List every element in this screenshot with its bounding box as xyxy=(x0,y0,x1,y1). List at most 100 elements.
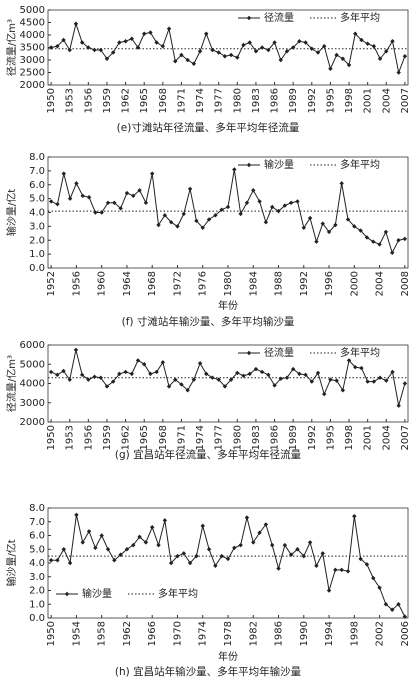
x-tick-label: 1968 xyxy=(147,271,158,296)
y-tick-label: 2.0 xyxy=(29,235,45,246)
y-tick-label: 5.0 xyxy=(29,194,45,205)
data-point xyxy=(365,379,370,384)
data-point xyxy=(55,201,60,207)
y-tick-label: 4.0 xyxy=(29,558,45,569)
data-point xyxy=(150,525,155,530)
data-point xyxy=(390,39,395,44)
y-tick-label: 3500 xyxy=(20,43,45,54)
data-point xyxy=(377,375,383,380)
data-point xyxy=(276,566,281,571)
x-tick-label: 1977 xyxy=(214,425,225,450)
data-point xyxy=(210,47,215,53)
x-tick-label: 1983 xyxy=(251,88,262,113)
data-point xyxy=(326,588,332,593)
x-tick-label: 1998 xyxy=(349,621,360,646)
data-point xyxy=(154,40,159,45)
x-tick-label: 2002 xyxy=(375,621,386,646)
data-point xyxy=(99,533,104,538)
data-point xyxy=(48,199,54,204)
x-tick-label: 1956 xyxy=(71,271,82,296)
x-tick-label: 1984 xyxy=(248,271,259,296)
data-point xyxy=(257,530,262,535)
data-point xyxy=(371,44,377,49)
data-point xyxy=(168,220,174,225)
data-point xyxy=(358,556,363,562)
data-point xyxy=(181,211,186,217)
data-point xyxy=(123,39,128,44)
data-point xyxy=(371,239,376,244)
data-point xyxy=(228,52,234,58)
data-point xyxy=(352,224,357,229)
data-point xyxy=(67,47,72,53)
data-point xyxy=(241,373,246,378)
legend-label: 多年平均 xyxy=(158,587,198,600)
data-point xyxy=(173,377,178,382)
data-point xyxy=(117,40,122,45)
data-point xyxy=(86,377,91,382)
data-point xyxy=(105,200,111,205)
data-point xyxy=(320,551,325,556)
x-tick-label: 1995 xyxy=(325,88,336,113)
x-tick-label: 1965 xyxy=(139,88,150,113)
data-point xyxy=(156,542,161,548)
x-tick-label: 1962 xyxy=(121,88,132,113)
data-point xyxy=(129,36,134,41)
x-tick-label: 1998 xyxy=(344,88,355,113)
data-point xyxy=(160,44,166,49)
data-point xyxy=(143,200,149,205)
x-tick-label: 1953 xyxy=(65,88,76,113)
data-point xyxy=(105,547,111,552)
data-point xyxy=(371,575,376,581)
data-point xyxy=(143,540,149,545)
data-point xyxy=(284,49,290,54)
data-point xyxy=(93,545,98,551)
data-point xyxy=(377,242,382,247)
data-point xyxy=(129,371,134,377)
data-point xyxy=(118,206,123,211)
data-point xyxy=(340,388,346,393)
y-axis-label: 径流量/亿m³ xyxy=(5,19,18,76)
data-point xyxy=(179,52,184,58)
data-point xyxy=(219,553,224,559)
data-point xyxy=(216,377,221,382)
y-tick-label: 8.0 xyxy=(29,152,45,163)
legend-label: 径流量 xyxy=(264,11,294,24)
data-point xyxy=(282,542,288,548)
legend-label: 输沙量 xyxy=(82,587,112,600)
x-tick-label: 1988 xyxy=(274,271,285,296)
data-point xyxy=(244,200,250,205)
data-point xyxy=(204,31,209,36)
data-point xyxy=(282,203,288,208)
plot-frame xyxy=(47,507,409,619)
x-tick-label: 1974 xyxy=(198,621,209,646)
data-point xyxy=(295,199,300,204)
data-point xyxy=(328,377,333,382)
x-tick-label: 2000 xyxy=(349,271,360,296)
x-tick-label: 1962 xyxy=(122,621,133,646)
data-point xyxy=(162,213,168,218)
data-point xyxy=(197,361,203,366)
data-point xyxy=(232,545,237,551)
x-tick-label: 1983 xyxy=(251,425,262,450)
y-tick-label: 6000 xyxy=(20,340,45,351)
y-tick-label: 3000 xyxy=(20,398,45,409)
data-point xyxy=(320,221,325,226)
x-tick-label: 1990 xyxy=(299,621,310,646)
data-point xyxy=(179,382,184,387)
x-tick-label: 1954 xyxy=(71,621,82,646)
data-point xyxy=(187,186,193,192)
x-tick-label: 1950 xyxy=(46,425,57,450)
x-tick-label: 2007 xyxy=(400,425,411,450)
data-point xyxy=(272,40,277,45)
data-point xyxy=(156,222,161,228)
data-point xyxy=(322,44,327,49)
data-point xyxy=(80,540,85,545)
data-point xyxy=(247,371,252,377)
data-point xyxy=(99,210,104,215)
x-tick-label: 1971 xyxy=(176,88,187,113)
x-tick-label: 1959 xyxy=(102,425,113,450)
data-line xyxy=(51,21,406,75)
data-point xyxy=(213,563,218,568)
data-point xyxy=(181,551,186,556)
data-point xyxy=(61,368,66,374)
